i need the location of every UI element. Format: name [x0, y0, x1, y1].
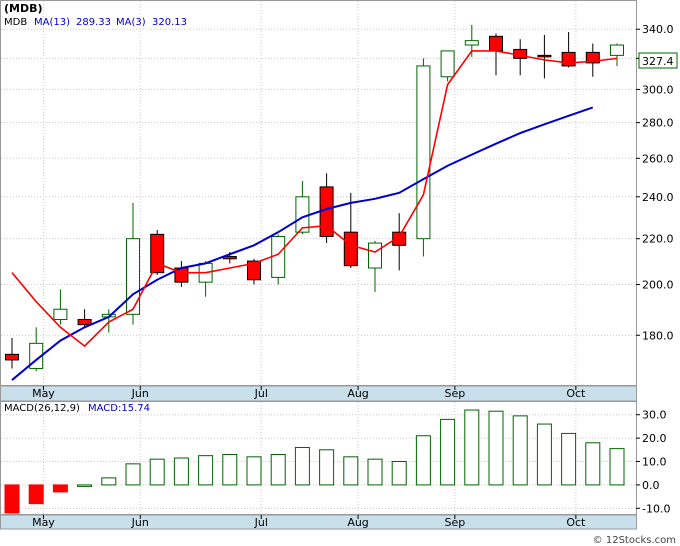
macd-bar — [125, 463, 141, 486]
price-tag: 327.4 — [642, 55, 674, 68]
price-month-labels: May Jun Jul Aug Sep Oct — [32, 386, 586, 400]
macd-bar — [319, 449, 335, 486]
legend-ma3-value: 320.13 — [152, 17, 187, 28]
legend-ma3-label: MA(3) — [116, 17, 146, 28]
macd-bar — [464, 409, 480, 486]
month-label: May — [32, 387, 55, 400]
candle-body — [440, 50, 455, 78]
macd-tick-label: 30.0 — [642, 409, 667, 422]
macd-tick-label: 20.0 — [642, 432, 667, 445]
macd-bar — [343, 456, 359, 486]
macd-bar — [294, 446, 310, 486]
watermark: © 12Stocks.com — [593, 535, 676, 546]
macd-month-axis — [0, 514, 637, 530]
month-label: May — [32, 516, 55, 529]
macd-bar — [391, 461, 407, 486]
macd-tick-label: 10.0 — [642, 456, 667, 469]
price-tick-label: 220.0 — [642, 233, 674, 246]
macd-legend-label: MACD(26,12,9) — [4, 403, 80, 414]
macd-bar — [222, 453, 238, 486]
chart-title: (MDB) — [4, 2, 43, 15]
ma3-line — [11, 50, 618, 348]
legend-symbol: MDB — [4, 17, 27, 28]
macd-bar — [52, 484, 68, 493]
candle-body — [392, 231, 407, 246]
candle-body — [561, 51, 576, 67]
macd-bar — [512, 415, 528, 486]
macd-tick-label: 0.0 — [642, 479, 660, 492]
macd-legend-value: MACD:15.74 — [88, 403, 150, 414]
price-tick-label: 340.0 — [642, 23, 674, 36]
month-label: Aug — [347, 387, 368, 400]
macd-month-labels: May Jun Jul Aug Sep Oct — [32, 515, 586, 529]
macd-axis-ticks: -10.0 0.0 10.0 20.0 30.0 — [636, 409, 670, 515]
month-label: Jul — [254, 387, 268, 400]
candle-body — [150, 233, 165, 274]
macd-bar — [4, 484, 20, 514]
macd-bar — [415, 435, 431, 486]
macd-bar — [77, 484, 93, 487]
macd-bar — [198, 455, 214, 486]
candle-body — [126, 238, 140, 315]
month-label: Oct — [566, 387, 586, 400]
month-label: Sep — [444, 387, 465, 400]
macd-bar — [440, 418, 456, 486]
candle-body — [271, 236, 286, 278]
month-label: Aug — [347, 516, 368, 529]
price-tick-label: 300.0 — [642, 83, 674, 96]
price-tick-label: 280.0 — [642, 117, 674, 130]
macd-bar — [28, 484, 44, 505]
month-label: Sep — [444, 516, 465, 529]
price-tag-box — [638, 52, 678, 69]
macd-bar — [149, 458, 165, 486]
macd-bar — [536, 423, 552, 486]
candle-body — [343, 231, 358, 267]
candle-body — [585, 51, 600, 64]
macd-bar — [488, 410, 504, 486]
price-tick-label: 200.0 — [642, 279, 674, 292]
candle-body — [610, 44, 624, 56]
macd-bar — [246, 456, 262, 486]
macd-bar — [367, 458, 383, 486]
month-label: Jun — [131, 387, 149, 400]
price-gridlines — [1, 1, 636, 385]
month-label: Jul — [254, 516, 268, 529]
macd-bar — [585, 442, 601, 486]
price-axis-ticks: 180.0200.0220.0240.0260.0280.0300.0320.0… — [636, 23, 674, 342]
candle-body — [77, 318, 92, 326]
price-tick-label: 260.0 — [642, 152, 674, 165]
price-tick-label: 180.0 — [642, 329, 674, 342]
candle-body — [247, 260, 261, 281]
macd-bar — [101, 477, 117, 486]
candle-body — [5, 353, 19, 361]
legend-ma13-label: MA(13) — [34, 17, 70, 28]
candle-body — [537, 54, 552, 58]
candle-body — [464, 40, 479, 46]
ma13-line — [11, 106, 594, 381]
macd-bar — [173, 457, 189, 486]
price-panel — [0, 0, 637, 386]
candle-body — [489, 35, 503, 52]
legend-ma13-value: 289.33 — [76, 17, 111, 28]
candle-body — [416, 65, 431, 240]
month-label: Jun — [131, 516, 149, 529]
macd-bar-series — [4, 409, 625, 514]
macd-bar — [561, 432, 577, 486]
candle-body — [53, 308, 68, 320]
month-label: Oct — [566, 516, 586, 529]
macd-bar — [609, 448, 625, 486]
candle-body — [368, 242, 382, 269]
candlestick-series — [5, 24, 624, 372]
macd-tick-label: -10.0 — [642, 502, 670, 515]
price-month-axis — [0, 385, 637, 402]
macd-bar — [270, 453, 286, 486]
price-tick-label: 240.0 — [642, 191, 674, 204]
